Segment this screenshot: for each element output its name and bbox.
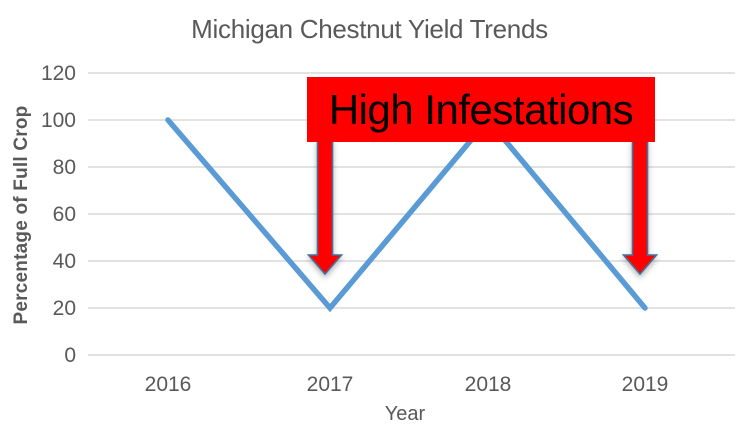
- x-tick-label: 2019: [622, 373, 669, 396]
- y-tick-label: 80: [53, 156, 76, 179]
- y-tick-label: 60: [53, 203, 76, 226]
- chart-title: Michigan Chestnut Yield Trends: [191, 14, 548, 44]
- y-tick-label: 120: [41, 62, 76, 85]
- y-tick-label: 100: [41, 109, 76, 132]
- x-tick-label: 2018: [465, 373, 512, 396]
- annotation-arrow-2017: [306, 139, 344, 276]
- series-line: [165, 115, 648, 313]
- x-tick-label: 2017: [307, 373, 354, 396]
- y-tick-label: 40: [53, 250, 76, 273]
- y-tick-label: 0: [64, 344, 76, 367]
- x-axis-title: Year: [384, 403, 426, 425]
- annotation-arrow-2019: [621, 139, 659, 276]
- x-tick-label: 2016: [145, 373, 192, 396]
- y-tick-label: 20: [53, 297, 76, 320]
- annotation-box: High Infestations: [307, 77, 655, 142]
